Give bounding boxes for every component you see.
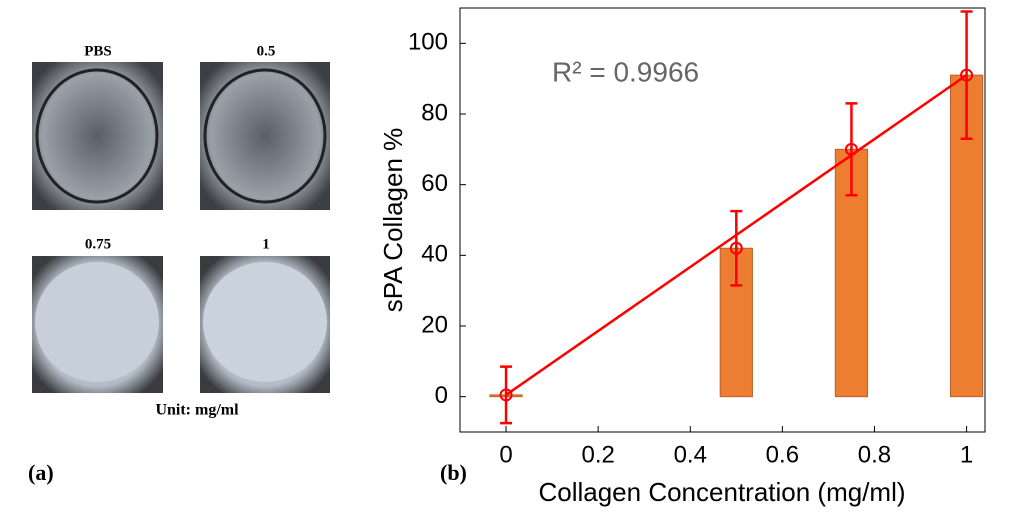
unit-note: Unit: mg/ml (155, 402, 239, 419)
x-axis-title: Collagen Concentration (mg/ml) (538, 477, 905, 507)
x-tick-label: 0.4 (674, 441, 707, 468)
panel-tag: (a) (28, 460, 54, 485)
photo-label: 1 (262, 236, 270, 252)
y-tick-label: 80 (421, 99, 448, 126)
panel-tag: (b) (440, 460, 467, 485)
y-axis-title: sPA Collagen % (378, 128, 408, 313)
figure: PBS 0.5 0.75 1 Unit: mg/ml (a) (b) Colla… (0, 0, 1021, 513)
x-tick-label: 0.6 (766, 441, 799, 468)
y-tick-label: 40 (421, 241, 448, 268)
x-tick-label: 0.8 (858, 441, 891, 468)
y-tick-label: 0 (435, 382, 448, 409)
photo-label: 0.75 (85, 236, 111, 252)
photo (200, 62, 330, 210)
photo (32, 62, 163, 210)
photo-label: 0.5 (257, 43, 276, 59)
y-tick-label: 20 (421, 311, 448, 338)
x-tick-label: 1 (960, 441, 973, 468)
gel (35, 262, 159, 382)
x-tick-label: 0 (499, 441, 512, 468)
x-tick-label: 0.2 (581, 441, 614, 468)
photos: PBS 0.5 0.75 1 Unit: mg/ml (a) (28, 43, 330, 485)
gel (203, 262, 327, 382)
y-tick-label: 60 (421, 170, 448, 197)
photo-label: PBS (84, 43, 112, 59)
annotation: R² = 0.9966 (552, 56, 699, 87)
y-tick-label: 100 (408, 29, 448, 56)
